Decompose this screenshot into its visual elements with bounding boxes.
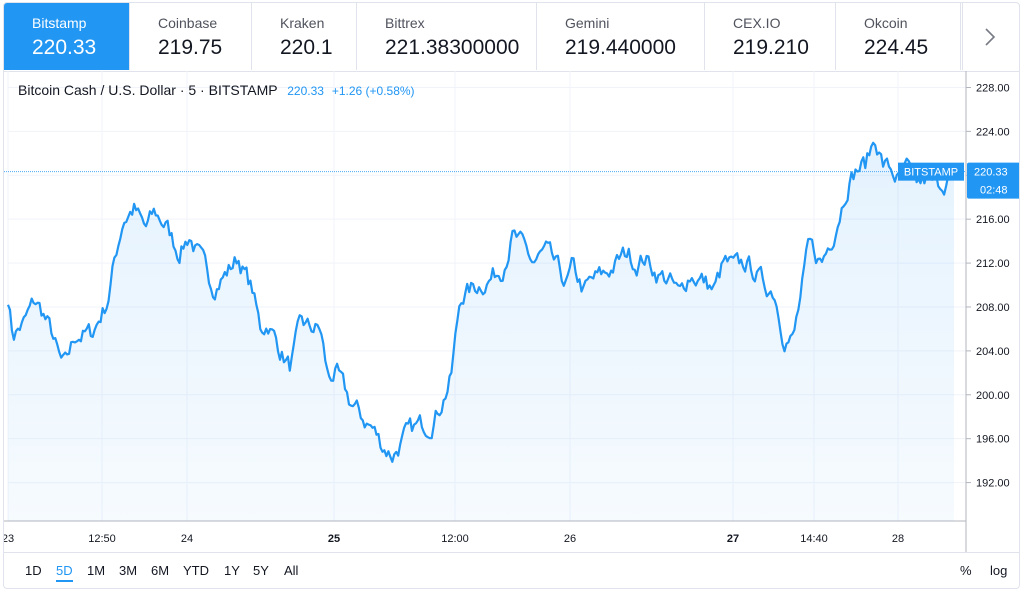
exchange-tab-bittrex[interactable]: Bittrex 221.38300000: [357, 3, 537, 70]
x-tick-label: 12:00: [441, 533, 469, 545]
price-chart[interactable]: 192.00 196.00 200.00 204.00 208.00 212.00 216.…: [4, 71, 1020, 552]
y-tick-label: 208.00: [976, 302, 1010, 314]
exchange-price: 220.1: [280, 36, 333, 59]
y-tick-label: 200.00: [976, 390, 1010, 402]
exchange-name: Gemini: [565, 15, 610, 31]
exchange-price: 219.75: [158, 36, 223, 59]
exchange-tab-okcoin[interactable]: Okcoin 224.45: [836, 3, 963, 70]
next-tabs-button[interactable]: [960, 3, 1019, 70]
exchange-name: Coinbase: [158, 15, 218, 31]
chart-widget: Bitstamp 220.33 Coinbase 219.75 Kraken 220.1 B…: [3, 2, 1020, 589]
legend-price: 220.33: [287, 84, 324, 98]
range-button-1m[interactable]: 1M: [87, 563, 106, 578]
y-tick-label: 228.00: [976, 82, 1010, 94]
last-price-badge: [967, 162, 1019, 199]
exchange-tabs: Bitstamp 220.33 Coinbase 219.75 Kraken 220.1 B…: [4, 3, 1019, 72]
price-area-fill: [8, 142, 954, 522]
price-line-label: BITSTAMP: [904, 167, 958, 179]
chart-legend: Bitcoin Cash / U.S. Dollar · 5 · BITSTAM…: [18, 82, 415, 98]
chevron-right-icon: [985, 27, 996, 46]
exchange-tab-kraken[interactable]: Kraken 220.1: [252, 3, 357, 70]
range-button-3m[interactable]: 3M: [119, 563, 138, 578]
exchange-price: 224.45: [864, 36, 929, 59]
y-tick-label: 212.00: [976, 258, 1010, 270]
range-button-all[interactable]: All: [284, 563, 299, 578]
exchange-tab-cex-io[interactable]: CEX.IO 219.210: [705, 3, 836, 70]
x-tick-label: 28: [892, 533, 904, 545]
x-tick-label: 24: [181, 533, 193, 545]
log-scale-button[interactable]: log: [990, 563, 1008, 578]
exchange-name: Okcoin: [864, 15, 908, 31]
price-line: [6, 141, 956, 463]
exchange-tab-coinbase[interactable]: Coinbase 219.75: [130, 3, 252, 70]
y-tick-label: 216.00: [976, 214, 1010, 226]
exchange-tab-gemini[interactable]: Gemini 219.440000: [537, 3, 705, 70]
exchange-price: 219.440000: [565, 36, 676, 59]
price-line-label-bg: [898, 162, 964, 181]
range-button-5y[interactable]: 5Y: [253, 563, 269, 578]
range-toolbar: 1D 5D 1M 3M 6M YTD 1Y 5Y All % log: [4, 552, 1019, 588]
range-button-6m[interactable]: 6M: [151, 563, 170, 578]
countdown-label: 02:48: [980, 185, 1008, 197]
x-tick-label: 26: [564, 533, 576, 545]
y-tick-label: 224.00: [976, 126, 1010, 138]
x-tick-label: 25: [328, 533, 340, 545]
y-tick-label: 204.00: [976, 346, 1010, 358]
x-tick-label: 12:50: [88, 533, 116, 545]
percent-scale-button[interactable]: %: [960, 563, 972, 578]
x-tick-label: 27: [727, 533, 739, 545]
y-tick-label: 192.00: [976, 478, 1010, 490]
range-button-1d[interactable]: 1D: [25, 563, 42, 578]
exchange-name: Bittrex: [385, 15, 425, 31]
legend-symbol: Bitcoin Cash / U.S. Dollar · 5 · BITSTAM…: [18, 82, 278, 98]
x-tick-label: 14:40: [800, 533, 828, 545]
exchange-price: 220.33: [32, 36, 97, 59]
range-button-ytd[interactable]: YTD: [183, 563, 209, 578]
legend-change: +1.26 (+0.58%): [331, 84, 415, 98]
y-tick-label: 196.00: [976, 434, 1010, 446]
exchange-price: 221.38300000: [385, 36, 520, 59]
exchange-name: Kraken: [280, 15, 325, 31]
exchange-tab-bitstamp[interactable]: Bitstamp 220.33: [4, 3, 130, 70]
range-button-1y[interactable]: 1Y: [224, 563, 240, 578]
exchange-name: CEX.IO: [733, 15, 781, 31]
last-price-label: 220.33: [974, 167, 1008, 179]
exchange-name: Bitstamp: [32, 15, 87, 31]
x-tick-label: 23: [4, 533, 14, 545]
range-button-5d[interactable]: 5D: [56, 563, 73, 582]
exchange-price: 219.210: [733, 36, 809, 59]
